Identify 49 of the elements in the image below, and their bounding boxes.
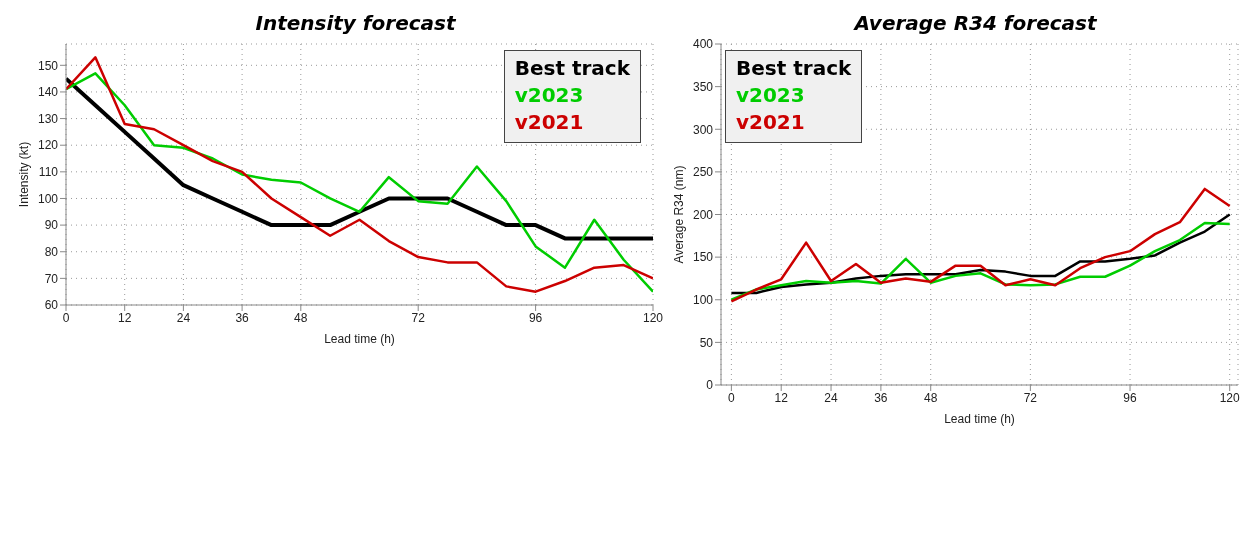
y-tick-label: 300: [692, 122, 714, 137]
x-tick-label: 24: [176, 310, 191, 325]
x-tick-label: 12: [118, 310, 132, 325]
x-axis-title: Lead time (h): [324, 332, 395, 346]
y-tick-label: 70: [44, 271, 59, 286]
x-tick-label: 0: [62, 310, 70, 325]
y-tick-label: 150: [692, 250, 714, 265]
y-tick-label: 100: [692, 293, 714, 308]
y-tick-label: 150: [37, 58, 59, 73]
y-tick-label: 400: [692, 37, 714, 52]
text: v2023: [514, 82, 585, 109]
y-axis-title: Average R34 (nm): [672, 165, 687, 264]
y-tick-label: 60: [44, 298, 59, 313]
x-tick-label: 96: [528, 310, 543, 325]
text: Best track: [736, 55, 852, 82]
line-series: [730, 187, 1231, 303]
y-tick-label: 80: [44, 244, 59, 259]
x-tick-label: 12: [774, 390, 789, 405]
x-tick-label: 48: [924, 390, 938, 405]
y-tick-label: 90: [44, 218, 59, 233]
x-tick-label: 48: [294, 310, 308, 325]
y-tick-label: 110: [38, 165, 59, 180]
y-tick-label: 200: [692, 207, 714, 222]
x-axis-title: Lead time (h): [944, 412, 1015, 426]
x-tick-label: 72: [411, 310, 426, 325]
y-tick-label: 0: [706, 378, 714, 393]
y-tick-label: 100: [37, 191, 59, 206]
y-tick-label: 250: [692, 165, 714, 180]
y-tick-label: 50: [699, 335, 714, 350]
y-tick-label: 140: [37, 85, 59, 100]
text: v2021: [736, 109, 806, 136]
y-tick-label: 120: [37, 138, 59, 153]
chart-title: Intensity forecast: [254, 10, 457, 37]
line-series: [66, 76, 653, 241]
x-tick-label: 0: [728, 390, 736, 405]
x-tick-label: 24: [824, 390, 839, 405]
y-tick-label: 130: [37, 111, 59, 126]
chart-title: Average R34 forecast: [852, 10, 1098, 37]
y-axis-title: Intensity (kt): [17, 141, 32, 208]
x-tick-label: 120: [1219, 390, 1241, 405]
x-tick-label: 120: [642, 310, 664, 325]
text: v2023: [736, 82, 806, 109]
x-tick-label: 36: [874, 390, 888, 405]
text: v2021: [514, 109, 585, 136]
x-tick-label: 72: [1023, 390, 1038, 405]
x-tick-label: 96: [1123, 390, 1138, 405]
y-tick-label: 350: [692, 79, 714, 94]
x-tick-label: 36: [235, 310, 250, 325]
text: Best track: [514, 55, 630, 82]
